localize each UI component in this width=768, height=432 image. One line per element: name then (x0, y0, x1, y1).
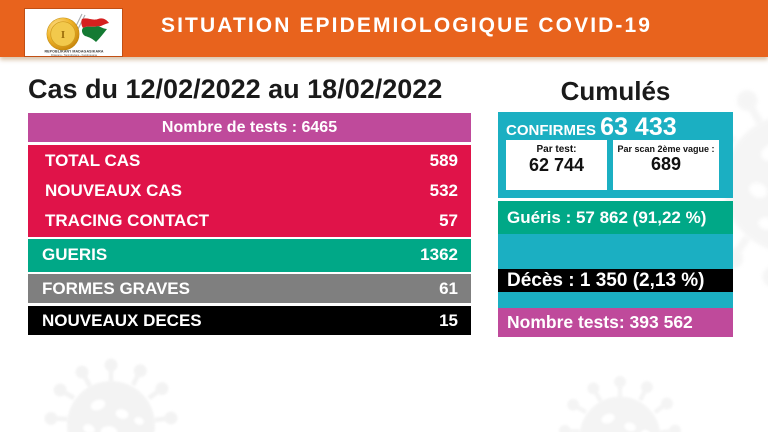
svg-text:Fitiavana - Tanindrazana - Fan: Fitiavana - Tanindrazana - Fandrosoana (51, 53, 98, 57)
svg-text:I: I (61, 29, 65, 41)
svg-text:REPOBLIKAN'I MADAGASIKARA: REPOBLIKAN'I MADAGASIKARA (44, 50, 103, 54)
